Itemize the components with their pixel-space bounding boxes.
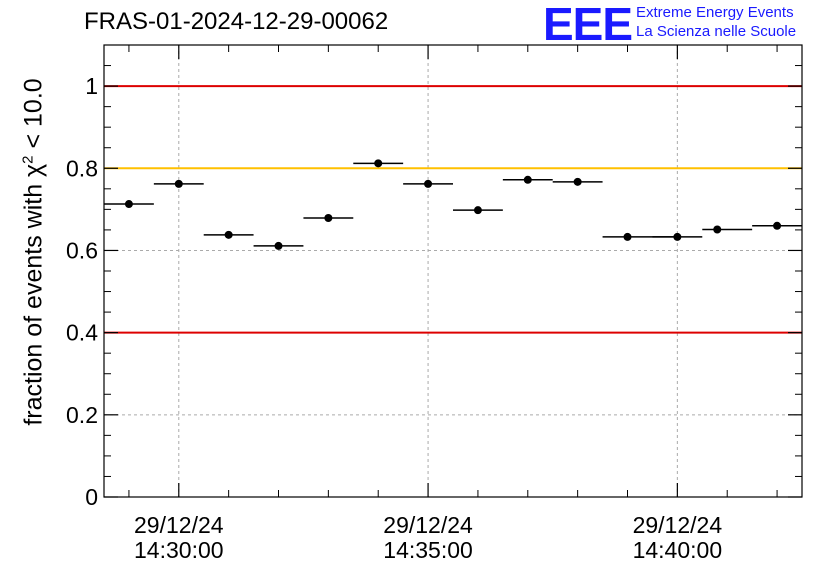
data-point bbox=[713, 225, 722, 234]
data-point bbox=[623, 232, 632, 241]
data-point bbox=[773, 221, 782, 230]
data-point bbox=[473, 206, 482, 215]
data-point bbox=[324, 213, 333, 222]
organization-line-2: La Scienza nelle Scuole bbox=[636, 23, 797, 40]
data-point bbox=[673, 232, 682, 241]
plot-frame bbox=[103, 44, 803, 498]
x-tick-time-label: 14:30:00 bbox=[134, 537, 224, 563]
y-tick-label: 0.4 bbox=[66, 320, 98, 346]
data-point bbox=[274, 241, 283, 250]
data-point bbox=[523, 175, 532, 184]
y-tick-label: 0.8 bbox=[66, 155, 98, 181]
x-tick-time-label: 14:40:00 bbox=[633, 537, 723, 563]
y-tick-label: 0.2 bbox=[66, 402, 98, 428]
eee-logo: EEE bbox=[543, 0, 633, 50]
x-tick-time-label: 14:35:00 bbox=[383, 537, 473, 563]
organization-name: Extreme Energy Events La Scienza nelle S… bbox=[636, 3, 796, 41]
x-tick-date-label: 29/12/24 bbox=[383, 512, 473, 538]
data-point bbox=[374, 159, 383, 168]
data-point bbox=[573, 177, 582, 186]
data-point bbox=[424, 179, 433, 188]
data-point bbox=[174, 179, 183, 188]
y-tick-label: 1 bbox=[85, 73, 98, 99]
organization-line-1: Extreme Energy Events bbox=[636, 4, 794, 21]
data-point bbox=[224, 230, 233, 239]
x-tick-date-label: 29/12/24 bbox=[134, 512, 224, 538]
data-point bbox=[124, 200, 133, 209]
y-tick-label: 0 bbox=[85, 484, 98, 510]
y-tick-label: 0.6 bbox=[66, 237, 98, 263]
chart-title: FRAS-01-2024-12-29-00062 bbox=[84, 8, 389, 35]
x-tick-date-label: 29/12/24 bbox=[633, 512, 723, 538]
